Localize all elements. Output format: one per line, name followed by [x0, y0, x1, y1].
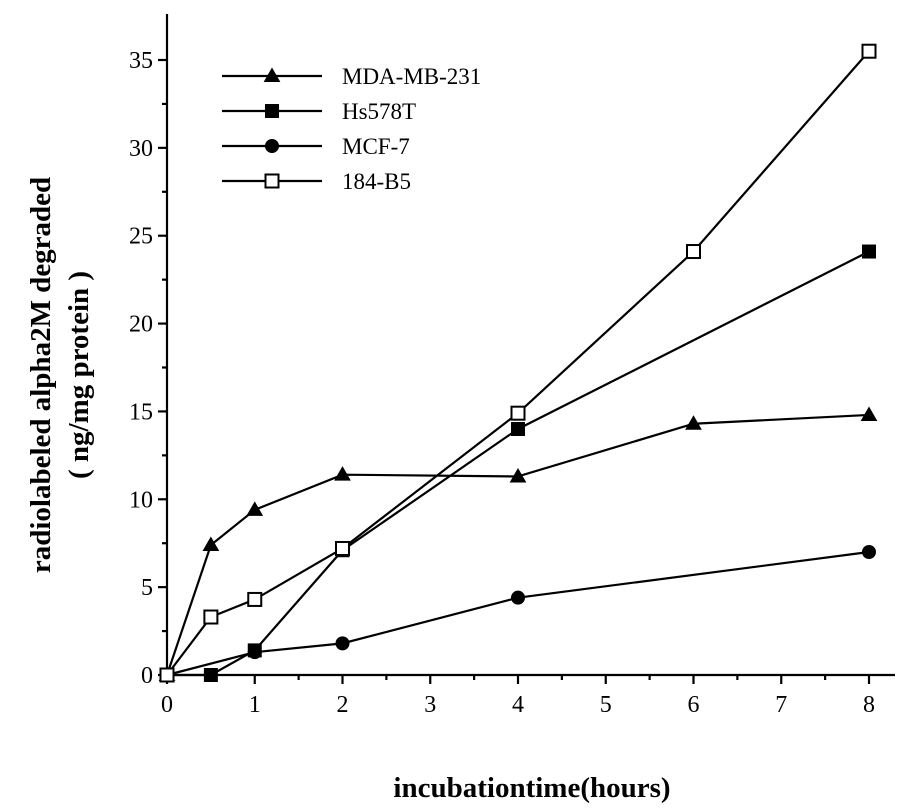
legend-label: Hs578T [342, 99, 416, 124]
series-184-b5 [159, 43, 877, 683]
x-ticks: 0 1 2 3 4 5 6 7 8 [161, 675, 875, 718]
y-tick-label: 0 [141, 663, 153, 689]
data-point-open-square [159, 667, 175, 683]
x-tick-label: 0 [161, 692, 173, 718]
legend-entry: MDA-MB-231 [222, 64, 481, 89]
series-group [158, 43, 878, 683]
data-point-triangle [509, 467, 527, 483]
data-point-open-square [335, 540, 350, 556]
legend-entry: Hs578T [222, 99, 416, 124]
y-tick-label: 5 [141, 575, 153, 601]
data-point-filled-square [862, 244, 876, 259]
data-point-triangle [263, 67, 281, 82]
data-point-triangle [246, 501, 264, 516]
legend-entry: MCF-7 [222, 134, 410, 159]
y-ticks: 0 5 10 15 20 25 30 35 [129, 48, 167, 689]
axes: 0 5 10 15 20 25 30 35 0 1 2 3 4 5 6 7 8 [129, 14, 895, 718]
data-point-triangle [860, 406, 878, 421]
y-tick-label: 20 [129, 312, 153, 338]
data-point-filled-square [265, 104, 279, 118]
data-point-open-square [203, 609, 219, 625]
series-line [166, 550, 870, 677]
y-axis-title-line-2: ( ng/mg protein ) [63, 271, 95, 479]
x-tick-label: 3 [424, 692, 436, 718]
data-point-filled-square [203, 668, 218, 682]
legend-label: MCF-7 [342, 134, 410, 159]
y-axis-title-line-1: radiolabeled alpha2M degraded [25, 177, 57, 573]
data-point-circle [862, 545, 876, 559]
data-point-circle [265, 139, 279, 153]
data-point-circle [335, 636, 350, 651]
series-mcf-7 [160, 545, 876, 682]
legend-label: 184-B5 [342, 169, 411, 194]
data-point-triangle [202, 536, 220, 551]
x-axis-title: incubationtime(hours) [393, 772, 670, 804]
y-tick-label: 30 [129, 136, 153, 162]
y-tick-label: 15 [129, 399, 153, 425]
x-tick-label: 1 [249, 692, 261, 718]
legend-label: MDA-MB-231 [342, 64, 481, 89]
y-tick-label: 25 [129, 224, 153, 250]
data-point-filled-square [511, 422, 525, 436]
x-tick-label: 4 [512, 692, 524, 718]
data-point-triangle [685, 415, 702, 430]
data-point-open-square [861, 43, 877, 59]
x-tick-label: 5 [600, 692, 612, 718]
y-tick-label: 10 [129, 487, 153, 513]
data-point-circle [511, 590, 525, 605]
x-tick-label: 2 [337, 692, 349, 718]
series-line [165, 413, 870, 676]
data-point-open-square [686, 244, 701, 260]
data-point-circle [247, 645, 262, 660]
series-line [167, 250, 870, 677]
data-point-open-square [247, 591, 263, 607]
data-point-triangle [334, 466, 351, 481]
data-point-open-square [264, 173, 280, 189]
series-hs578t [160, 244, 876, 682]
x-tick-label: 8 [863, 692, 875, 718]
data-point-open-square [510, 405, 526, 421]
series-mda-mb-231 [158, 406, 878, 681]
legend-entry: 184-B5 [222, 169, 411, 194]
x-tick-label: 6 [688, 692, 700, 718]
legend: MDA-MB-231 Hs578T MCF-7 184-B5 [222, 64, 481, 194]
y-tick-label: 35 [129, 48, 153, 74]
x-tick-label: 7 [775, 692, 787, 718]
